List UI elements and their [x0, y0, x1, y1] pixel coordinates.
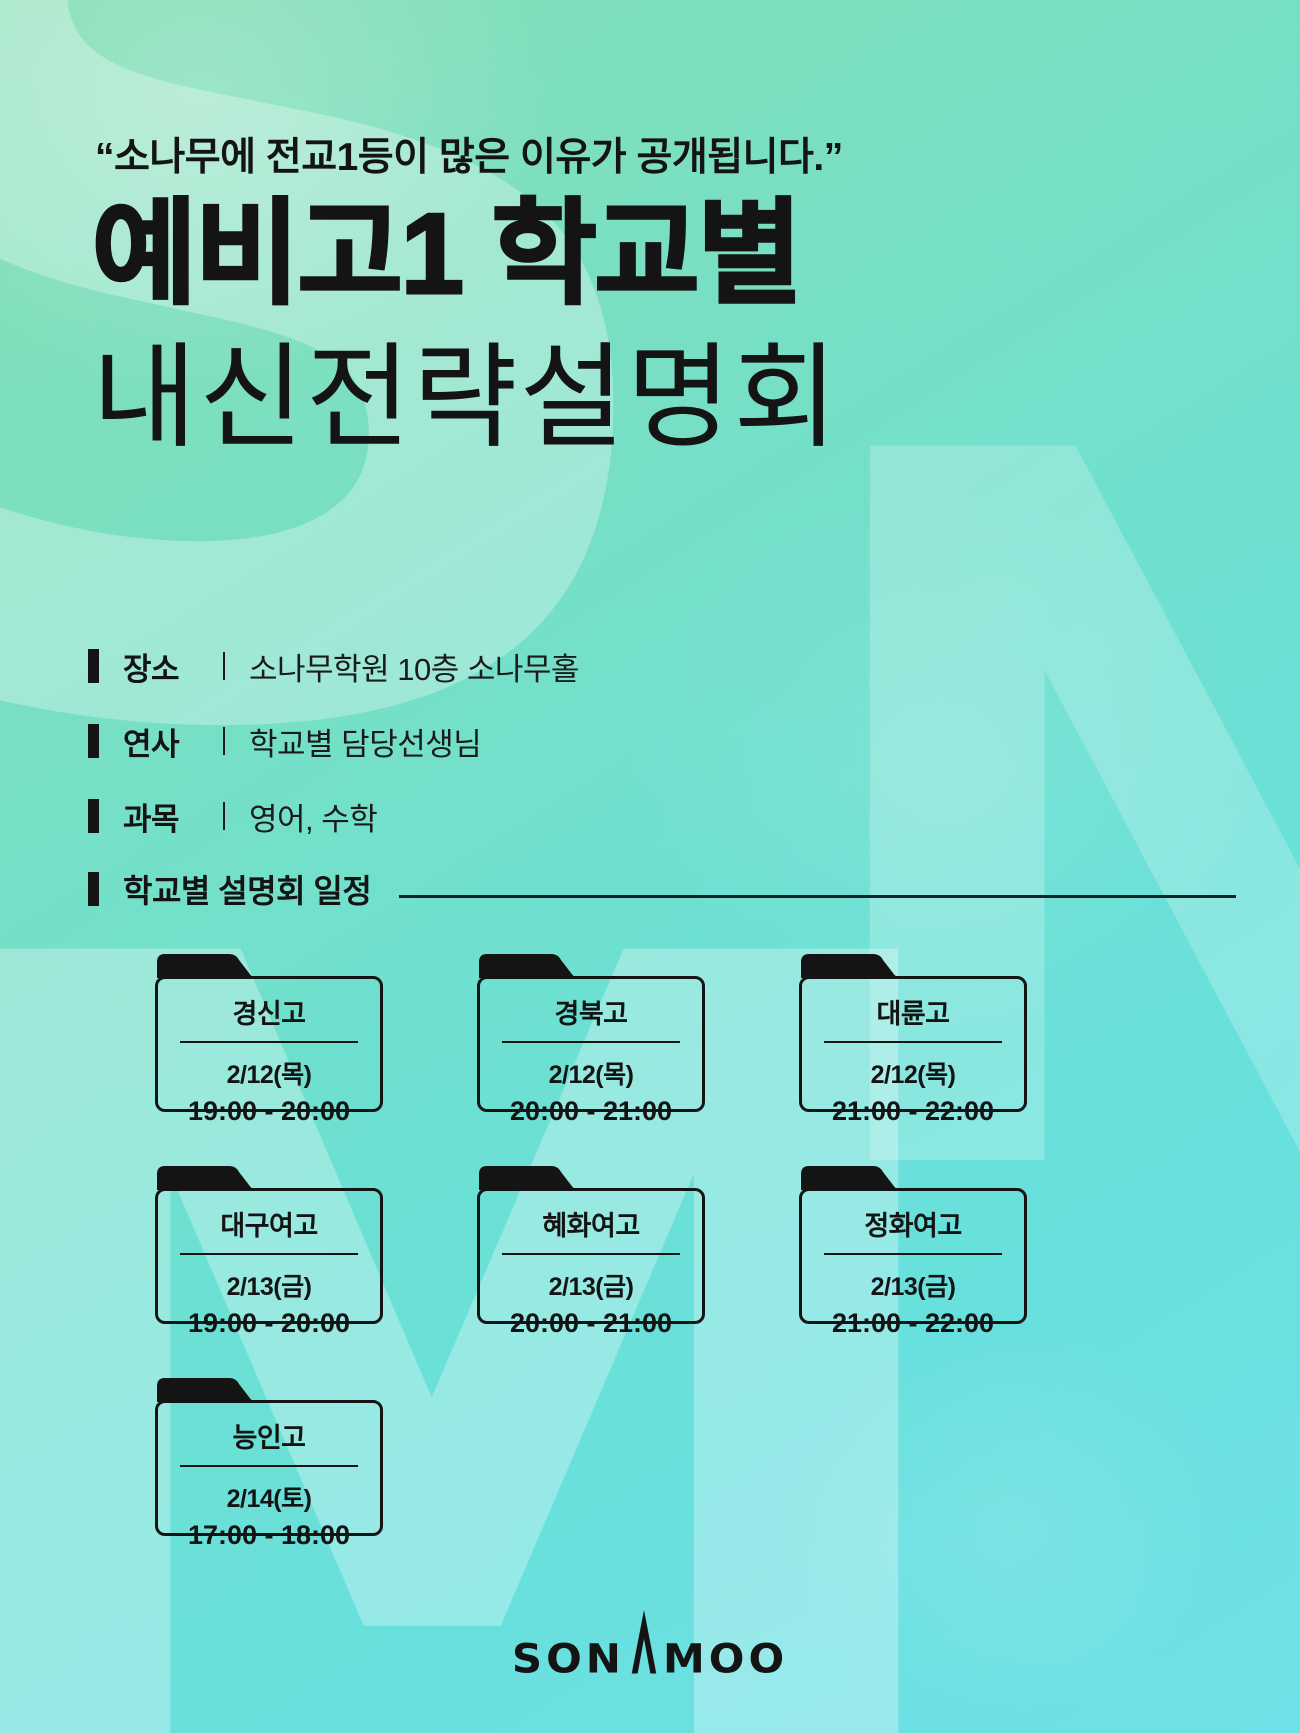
logo-text-suffix: MOO [662, 1635, 789, 1683]
info-label: 과목 [123, 801, 180, 837]
title-line-2: 내신전략설명회 [92, 334, 841, 462]
school-time: 17:00 - 18:00 [187, 1520, 351, 1550]
school-schedule-grid: 경신고 2/12(목) 19:00 - 20:00 경북고 2/12(목) 20… [155, 952, 1027, 1550]
divider [223, 802, 225, 830]
school-name: 능인고 [232, 1423, 306, 1453]
school-card: 정화여고 2/13(금) 21:00 - 22:00 [799, 1164, 1027, 1338]
card-body: 혜화여고 2/13(금) 20:00 - 21:00 [477, 1188, 705, 1338]
school-card: 능인고 2/14(토) 17:00 - 18:00 [155, 1376, 383, 1550]
info-row-subject: 과목 영어, 수학 [88, 795, 579, 837]
folder-tab-icon [157, 954, 258, 978]
school-card: 대구여고 2/13(금) 19:00 - 20:00 [155, 1164, 383, 1338]
tagline-quote: “소나무에 전교1등이 많은 이유가 공개됩니다.” [95, 136, 843, 179]
card-divider [180, 1253, 358, 1255]
info-label: 연사 [123, 726, 180, 762]
divider [223, 652, 225, 680]
school-time: 20:00 - 21:00 [509, 1308, 673, 1338]
card-divider [824, 1253, 1002, 1255]
folder-tab-icon [801, 954, 902, 978]
school-time: 19:00 - 20:00 [187, 1096, 351, 1126]
folder-tab-icon [157, 1378, 258, 1402]
logo-text-prefix: SON [511, 1635, 625, 1683]
card-divider [180, 1465, 358, 1467]
info-row-place: 장소 소나무학원 10층 소나무홀 [88, 645, 579, 687]
card-divider [824, 1041, 1002, 1043]
school-name: 대륜고 [876, 999, 950, 1029]
school-time: 21:00 - 22:00 [831, 1308, 995, 1338]
card-body: 경북고 2/12(목) 20:00 - 21:00 [477, 976, 705, 1126]
event-info-list: 장소 소나무학원 10층 소나무홀 연사 학교별 담당선생님 과목 영어, 수학 [88, 645, 579, 870]
card-body: 대구여고 2/13(금) 19:00 - 20:00 [155, 1188, 383, 1338]
school-card: 혜화여고 2/13(금) 20:00 - 21:00 [477, 1164, 705, 1338]
school-time: 21:00 - 22:00 [831, 1096, 995, 1126]
title-line-1: 예비고1 학교별 [90, 190, 803, 320]
card-divider [502, 1253, 680, 1255]
info-label: 장소 [123, 651, 180, 687]
school-date: 2/14(토) [226, 1485, 312, 1513]
folder-tab-icon [479, 954, 580, 978]
school-date: 2/12(목) [226, 1061, 312, 1089]
schedule-section-header: 학교별 설명회 일정 [88, 866, 1236, 912]
school-name: 경신고 [232, 999, 306, 1029]
school-card: 경신고 2/12(목) 19:00 - 20:00 [155, 952, 383, 1126]
pine-tree-icon [631, 1610, 657, 1674]
card-divider [180, 1041, 358, 1043]
card-body: 정화여고 2/13(금) 21:00 - 22:00 [799, 1188, 1027, 1338]
sonamoo-logo: SON MOO [0, 1610, 1300, 1683]
info-value: 소나무학원 10층 소나무홀 [249, 651, 579, 687]
school-card: 대륜고 2/12(목) 21:00 - 22:00 [799, 952, 1027, 1126]
school-date: 2/13(금) [226, 1273, 312, 1301]
school-time: 20:00 - 21:00 [509, 1096, 673, 1126]
bullet-bar [88, 724, 99, 758]
card-body: 경신고 2/12(목) 19:00 - 20:00 [155, 976, 383, 1126]
bullet-bar [88, 649, 99, 683]
folder-tab-icon [157, 1166, 258, 1190]
folder-tab-icon [801, 1166, 902, 1190]
info-value: 학교별 담당선생님 [249, 726, 482, 762]
info-row-speaker: 연사 학교별 담당선생님 [88, 720, 579, 762]
folder-tab-icon [479, 1166, 580, 1190]
divider [223, 727, 225, 755]
card-divider [502, 1041, 680, 1043]
school-date: 2/12(목) [870, 1061, 956, 1089]
school-name: 경북고 [554, 999, 628, 1029]
school-name: 혜화여고 [542, 1211, 640, 1241]
horizontal-rule [399, 894, 1236, 898]
card-body: 능인고 2/14(토) 17:00 - 18:00 [155, 1400, 383, 1550]
poster-title: 예비고1 학교별 내신전략설명회 [90, 182, 841, 470]
bullet-bar [88, 799, 99, 833]
schedule-heading: 학교별 설명회 일정 [123, 873, 372, 909]
school-card: 경북고 2/12(목) 20:00 - 21:00 [477, 952, 705, 1126]
school-name: 정화여고 [864, 1211, 962, 1241]
school-date: 2/12(목) [548, 1061, 634, 1089]
info-value: 영어, 수학 [249, 801, 378, 837]
school-time: 19:00 - 20:00 [187, 1308, 351, 1338]
bullet-bar [88, 872, 99, 906]
school-date: 2/13(금) [548, 1273, 634, 1301]
card-body: 대륜고 2/12(목) 21:00 - 22:00 [799, 976, 1027, 1126]
school-name: 대구여고 [220, 1211, 318, 1241]
school-date: 2/13(금) [870, 1273, 956, 1301]
